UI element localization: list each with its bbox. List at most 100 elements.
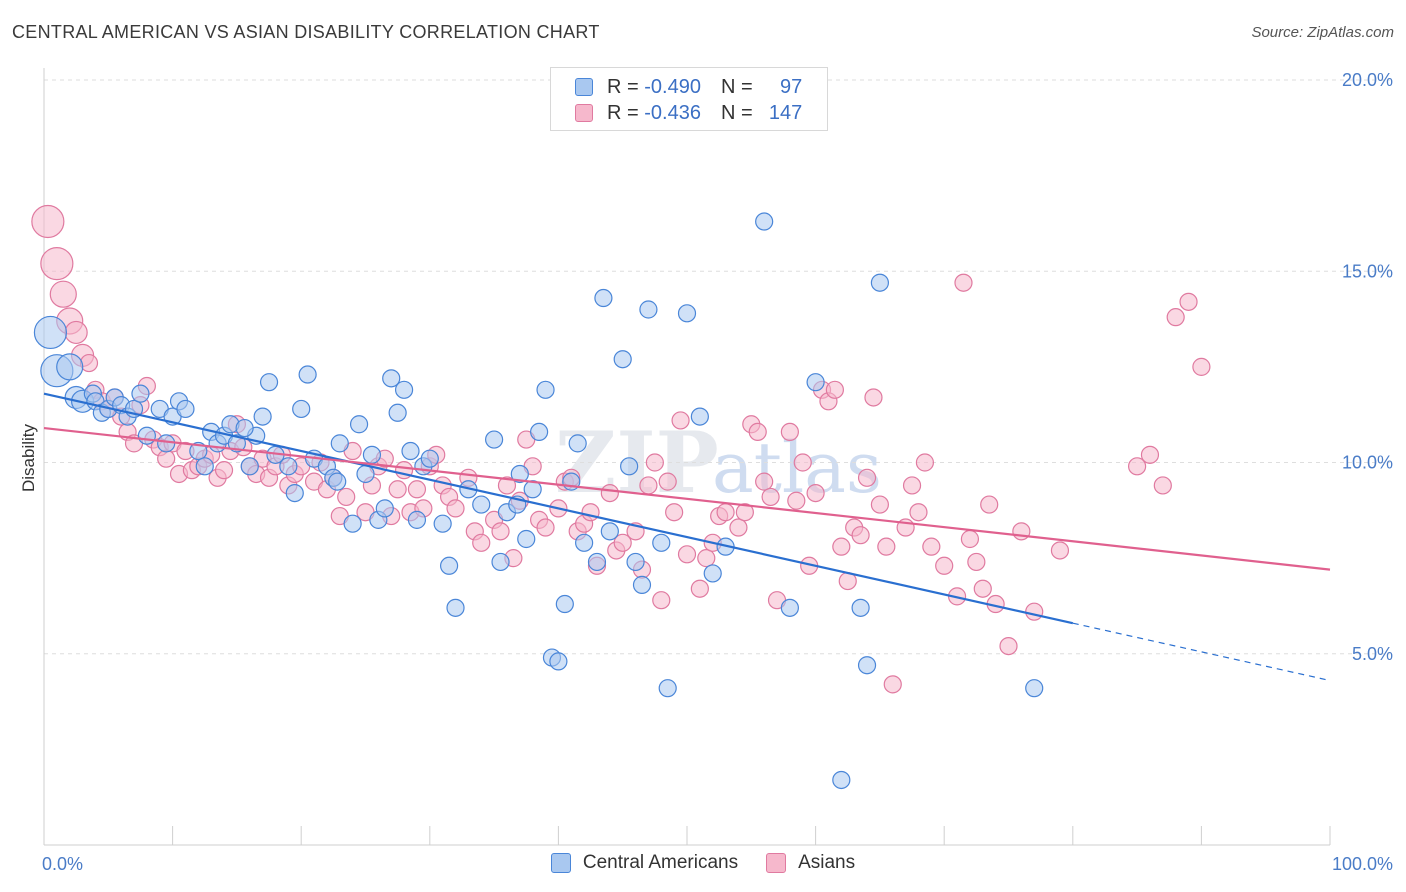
central-americans-point bbox=[157, 434, 176, 453]
asians-point bbox=[761, 487, 780, 507]
asians-point bbox=[491, 522, 510, 541]
asians-point bbox=[645, 453, 664, 472]
central-americans-point bbox=[555, 594, 574, 614]
r-value: -0.490 bbox=[644, 75, 701, 98]
chart-title: CENTRAL AMERICAN VS ASIAN DISABILITY COR… bbox=[12, 22, 600, 42]
legend-item-central-americans[interactable]: Central Americans bbox=[550, 852, 739, 874]
central-americans-point bbox=[857, 656, 877, 675]
asians-point bbox=[658, 472, 677, 491]
r-value: -0.436 bbox=[644, 101, 701, 124]
asians-point bbox=[915, 453, 935, 472]
legend-item-asians[interactable]: Asians bbox=[766, 852, 855, 874]
central-americans-point bbox=[394, 380, 414, 399]
central-americans-trend-extension bbox=[1072, 622, 1331, 682]
asians-point bbox=[851, 526, 870, 545]
asians-point bbox=[864, 388, 883, 407]
central-americans-point bbox=[330, 434, 349, 453]
central-americans-point bbox=[328, 472, 347, 491]
y-tick-label: 15.0% bbox=[1342, 261, 1393, 281]
y-tick-label: 5.0% bbox=[1352, 644, 1393, 664]
stats-legend-row-asians: R = -0.436 N = 147 bbox=[575, 100, 802, 126]
central-americans-point bbox=[536, 380, 555, 399]
central-americans-point bbox=[349, 415, 369, 434]
stats-legend-row-central-americans: R = -0.490 N = 97 bbox=[575, 74, 802, 100]
asians-point bbox=[1140, 445, 1160, 464]
asians-point bbox=[922, 537, 941, 556]
asians-point bbox=[1166, 308, 1185, 327]
central-americans-point bbox=[137, 426, 156, 445]
asians-point bbox=[671, 411, 690, 430]
asians-point bbox=[960, 529, 980, 549]
central-americans-point bbox=[195, 457, 214, 476]
central-americans-point bbox=[33, 315, 68, 350]
central-americans-point bbox=[407, 510, 427, 529]
n-label: N = bbox=[720, 101, 759, 124]
asians-point bbox=[755, 472, 774, 491]
asians-point bbox=[652, 591, 671, 610]
central-americans-point bbox=[517, 529, 536, 549]
asians-point bbox=[1153, 476, 1172, 495]
legend-label: Central Americans bbox=[582, 852, 739, 873]
central-americans-point bbox=[401, 441, 420, 461]
asians-point bbox=[581, 503, 600, 522]
central-americans-point bbox=[235, 418, 254, 438]
asians-point bbox=[1127, 457, 1147, 476]
asians-point bbox=[1050, 541, 1070, 560]
central-americans-point bbox=[690, 407, 709, 426]
asians-point bbox=[980, 495, 999, 514]
asians-point bbox=[780, 422, 799, 441]
asians-point bbox=[883, 675, 902, 694]
asians-point bbox=[639, 476, 658, 495]
asians-point bbox=[697, 549, 716, 568]
central-americans-point bbox=[343, 514, 362, 533]
asians-point bbox=[716, 503, 735, 522]
central-americans-trend-line bbox=[43, 392, 1074, 625]
central-americans-point bbox=[388, 403, 407, 422]
central-americans-point bbox=[600, 522, 619, 541]
asians-point bbox=[157, 449, 176, 468]
asians-point bbox=[832, 537, 851, 556]
asians-point bbox=[1025, 602, 1044, 621]
axes bbox=[43, 68, 1331, 846]
x-tick-label: 0.0% bbox=[42, 854, 83, 874]
central-americans-point bbox=[639, 300, 658, 319]
central-americans-point bbox=[189, 441, 208, 461]
asians-point bbox=[729, 518, 748, 537]
central-americans-point bbox=[227, 434, 246, 453]
asians-point bbox=[536, 518, 555, 537]
blue-swatch bbox=[575, 78, 593, 96]
y-tick-label: 20.0% bbox=[1342, 70, 1393, 90]
asians-point bbox=[793, 453, 812, 472]
central-americans-point bbox=[382, 369, 401, 388]
asians-point bbox=[1179, 292, 1198, 311]
central-americans-point bbox=[56, 353, 84, 381]
asians-point bbox=[954, 273, 973, 292]
blue-swatch bbox=[550, 853, 571, 873]
central-americans-point bbox=[575, 533, 594, 552]
asians-point bbox=[613, 533, 632, 552]
pink-swatch bbox=[575, 104, 593, 122]
central-americans-point bbox=[1025, 679, 1044, 698]
central-americans-point bbox=[755, 212, 774, 231]
asians-point bbox=[690, 579, 709, 598]
central-americans-point bbox=[780, 598, 799, 617]
central-americans-point bbox=[491, 552, 510, 572]
asians-point bbox=[677, 545, 697, 564]
central-americans-point bbox=[362, 445, 382, 464]
central-americans-point bbox=[253, 407, 272, 426]
asians-point bbox=[497, 476, 517, 495]
central-americans-point bbox=[240, 457, 259, 476]
asians-point bbox=[49, 280, 77, 308]
asians-point bbox=[1192, 357, 1211, 376]
series-legend: Central Americans Asians bbox=[0, 852, 1406, 874]
central-americans-point bbox=[613, 350, 632, 369]
central-americans-point bbox=[851, 598, 870, 617]
n-label: N = bbox=[720, 75, 759, 98]
axis-labels: 5.0% 10.0% 15.0% 20.0% 0.0% 100.0% Disability bbox=[19, 70, 1393, 874]
asians-point bbox=[407, 480, 427, 499]
asians-point bbox=[337, 487, 356, 507]
central-americans-point bbox=[279, 457, 298, 476]
central-americans-points bbox=[33, 212, 1044, 790]
central-americans-point bbox=[439, 556, 459, 575]
